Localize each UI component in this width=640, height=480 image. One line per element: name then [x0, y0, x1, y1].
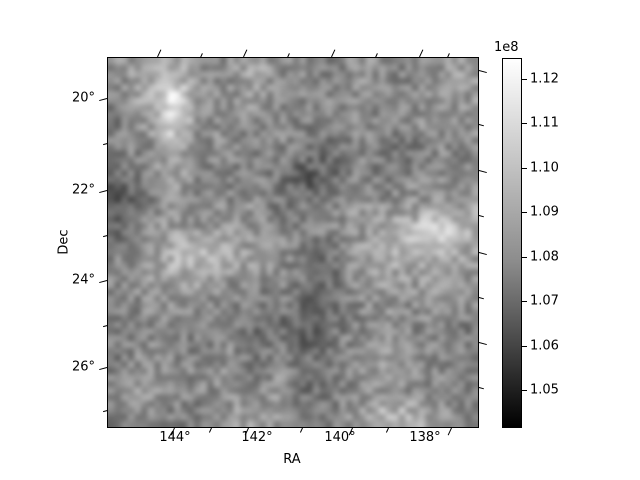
colorbar-tick — [522, 78, 527, 80]
y-axis-right-major-tick — [478, 170, 487, 174]
y-axis-major-tick — [99, 367, 108, 371]
colorbar-tick — [522, 167, 527, 169]
y-axis-right-major-tick — [478, 342, 487, 346]
y-tick-label: 20° — [71, 90, 95, 106]
colorbar-tick-label: 1.05 — [530, 382, 559, 398]
colorbar-tick — [522, 256, 527, 258]
x-tick-label: 140° — [324, 430, 356, 445]
colorbar-tick-label: 1.08 — [530, 249, 559, 264]
y-axis-right-major-tick — [478, 70, 487, 74]
x-axis-minor-tick — [209, 427, 213, 433]
y-axis-right-minor-tick — [478, 215, 484, 218]
x-axis-major-tick — [447, 427, 453, 436]
x-axis-minor-tick — [386, 427, 390, 433]
y-axis-right-minor-tick — [478, 297, 484, 300]
x-tick-label: 138° — [409, 430, 441, 445]
y-tick-label: 24° — [71, 272, 95, 288]
x-axis-minor-tick — [300, 427, 304, 433]
y-tick-label: 22° — [71, 182, 95, 198]
x-axis-label: RA — [283, 452, 301, 467]
colorbar-tick-label: 1.12 — [530, 71, 559, 86]
y-axis-right-minor-tick — [478, 124, 484, 127]
colorbar-tick — [522, 390, 527, 392]
y-axis-label: Dec — [56, 229, 72, 255]
colorbar-tick — [522, 123, 527, 125]
y-axis-major-tick — [99, 190, 108, 194]
colorbar-tick — [522, 301, 527, 303]
y-axis-right-major-tick — [478, 252, 487, 256]
colorbar-tick-label: 1.11 — [530, 115, 559, 131]
colorbar — [502, 58, 522, 428]
y-tick-label: 26° — [71, 359, 95, 375]
colorbar-tick — [522, 345, 527, 347]
colorbar-tick-label: 1.06 — [530, 338, 559, 353]
y-axis-major-tick — [99, 280, 108, 284]
sky-heatmap-image — [108, 58, 478, 427]
colorbar-offset-label: 1e8 — [494, 40, 519, 55]
y-axis-right-minor-tick — [478, 387, 484, 390]
colorbar-tick-label: 1.07 — [530, 293, 559, 309]
x-tick-label: 142° — [241, 430, 273, 445]
colorbar-tick — [522, 212, 527, 214]
plot-area — [107, 57, 479, 428]
y-axis-major-tick — [99, 98, 108, 102]
colorbar-tick-label: 1.09 — [530, 204, 559, 220]
colorbar-tick-label: 1.10 — [530, 160, 559, 175]
x-tick-label: 144° — [159, 430, 191, 445]
